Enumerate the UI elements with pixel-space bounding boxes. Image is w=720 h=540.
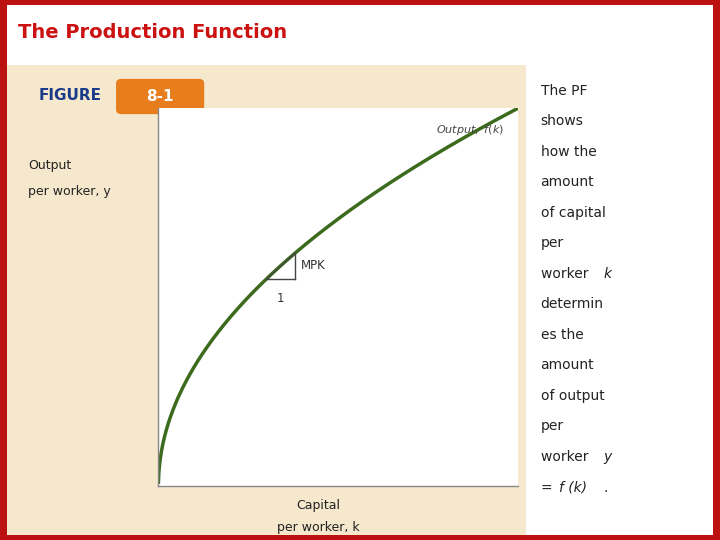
Text: FIGURE: FIGURE [38,88,102,103]
Text: es the: es the [541,328,583,342]
Text: per worker, k: per worker, k [277,521,359,534]
Text: worker: worker [541,450,593,464]
Text: .: . [603,481,608,495]
Text: k: k [603,267,611,281]
Text: per: per [541,420,564,434]
Text: 8-1: 8-1 [146,89,174,104]
Text: per worker, y: per worker, y [28,185,111,198]
Text: how the: how the [541,145,596,159]
Text: of capital: of capital [541,206,606,220]
Text: y: y [603,450,612,464]
Text: amount: amount [541,359,594,373]
Text: worker: worker [541,267,593,281]
Text: The Production Function: The Production Function [18,23,287,42]
Text: 1: 1 [277,292,284,305]
Text: determin: determin [541,298,603,312]
Text: The PF: The PF [541,84,587,98]
Text: Capital: Capital [296,500,341,512]
Text: =: = [541,481,557,495]
Text: Output: Output [28,159,71,172]
Text: shows: shows [541,114,583,128]
Text: f (k): f (k) [559,481,587,495]
Text: $\mathit{Output,\ f(k)}$: $\mathit{Output,\ f(k)}$ [436,123,504,137]
FancyBboxPatch shape [116,79,204,114]
Text: amount: amount [541,175,594,189]
Text: MPK: MPK [301,260,325,273]
Text: per: per [541,237,564,250]
Text: of output: of output [541,389,604,403]
